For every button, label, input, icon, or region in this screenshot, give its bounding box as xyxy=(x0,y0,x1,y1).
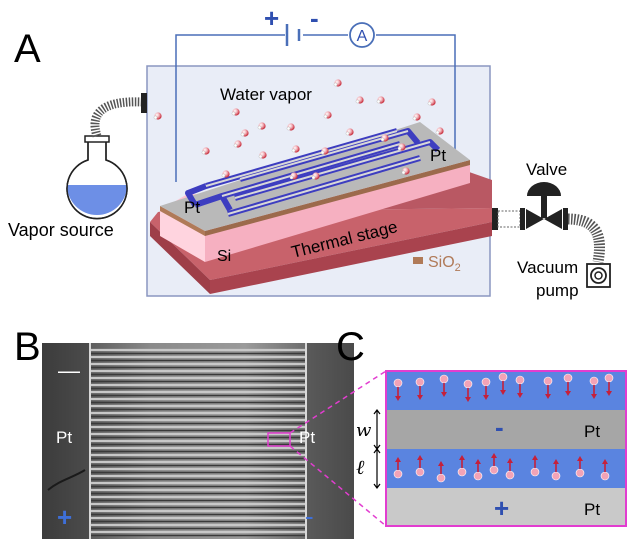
electrode-inner-gap xyxy=(205,130,431,215)
panel-label-b: B xyxy=(14,325,41,369)
ion-up xyxy=(393,457,403,479)
water-molecule xyxy=(257,122,266,130)
sio2-legend-label: SiO2 xyxy=(428,254,461,274)
ion-up xyxy=(489,453,499,475)
ion-up xyxy=(575,456,585,478)
panel-label-a: A xyxy=(14,27,41,71)
zoom-pt-top-label: Pt xyxy=(584,422,600,441)
zoom-plus-label: + xyxy=(494,493,509,523)
micro-plus-label: + xyxy=(57,502,72,532)
water-molecule xyxy=(233,140,242,148)
water-molecule xyxy=(320,147,329,155)
water-molecule xyxy=(286,123,295,131)
ion-down xyxy=(515,375,525,398)
ion-down xyxy=(589,376,599,399)
water-molecule xyxy=(289,172,298,180)
ion-up xyxy=(505,458,515,480)
water-molecule xyxy=(291,145,300,153)
pump-label: pump xyxy=(536,281,579,300)
water-molecule xyxy=(201,147,210,155)
micro-pt-left-label: Pt xyxy=(56,428,72,447)
circuit-wires xyxy=(175,34,456,182)
water-molecule xyxy=(435,127,444,135)
panel-label-c: C xyxy=(336,325,365,369)
micro-minus-right-label: - xyxy=(305,501,314,531)
micro-minus-label: — xyxy=(58,358,80,383)
ion-down xyxy=(463,379,473,402)
zoom-pt-bottom-label: Pt xyxy=(584,500,600,519)
si-substrate xyxy=(160,164,470,262)
vapor-inlet-connector xyxy=(141,93,147,113)
zoom-minus-label: - xyxy=(495,412,504,442)
ion-down xyxy=(498,372,508,395)
sio2-layer xyxy=(160,160,470,236)
pt-left-label: Pt xyxy=(184,198,200,217)
zoom-inset xyxy=(385,370,627,527)
ion-down xyxy=(481,377,491,400)
ion-up xyxy=(551,459,561,481)
ion-up xyxy=(457,455,467,477)
water-molecule xyxy=(412,113,421,121)
water-molecule xyxy=(258,151,267,159)
ion-down xyxy=(439,374,449,397)
water-molecule xyxy=(240,129,249,137)
water-molecule xyxy=(401,167,410,175)
vapor-source-hose xyxy=(90,97,144,138)
ion-up xyxy=(415,455,425,477)
ion-down xyxy=(415,377,425,400)
vapor-source-label: Vapor source xyxy=(8,220,114,240)
w-dimension-label: w xyxy=(356,420,372,441)
ion-up xyxy=(600,459,610,481)
water-molecule xyxy=(376,96,385,104)
ion-up xyxy=(473,459,483,481)
water-molecule xyxy=(333,79,342,87)
water-molecule xyxy=(231,108,240,116)
ammeter-icon xyxy=(349,22,375,48)
l-dimension-label: ℓ xyxy=(356,455,365,479)
ammeter-label: A xyxy=(357,28,368,45)
micro-pt-right-label: Pt xyxy=(299,428,315,447)
zoom-lines xyxy=(289,370,387,527)
si-label: Si xyxy=(217,248,231,265)
water-molecule xyxy=(397,143,406,151)
water-molecule xyxy=(380,134,389,142)
ion-down xyxy=(604,373,614,396)
water-molecule xyxy=(221,170,230,178)
water-molecule xyxy=(355,96,364,104)
water-molecule xyxy=(153,112,162,120)
battery-icon xyxy=(285,24,301,46)
vacuum-label: Vacuum xyxy=(517,258,578,277)
ion-up xyxy=(530,455,540,477)
water-molecule xyxy=(323,111,332,119)
water-molecules xyxy=(153,79,444,180)
water-molecule xyxy=(345,128,354,136)
battery-minus-label: - xyxy=(310,3,319,33)
vacuum-pump-icon xyxy=(586,263,611,288)
micrograph-fingers xyxy=(89,343,307,539)
sio2-legend-swatch xyxy=(413,257,423,264)
vacuum-hose xyxy=(567,213,606,263)
valve-label: Valve xyxy=(526,160,567,179)
water-vapor-label: Water vapor xyxy=(220,85,312,104)
dimension-arrows xyxy=(373,409,381,489)
ions xyxy=(393,372,614,483)
ion-down xyxy=(393,378,403,401)
micrograph xyxy=(42,343,354,539)
ion-down xyxy=(563,373,573,396)
battery-plus-label: + xyxy=(264,3,279,33)
ion-up xyxy=(436,461,446,483)
water-molecule xyxy=(311,172,320,180)
water-molecule xyxy=(427,98,436,106)
pt-right-label: Pt xyxy=(430,146,446,165)
ion-down xyxy=(543,376,553,399)
valve-assembly xyxy=(492,182,568,230)
vapor-source-flask xyxy=(66,135,128,220)
